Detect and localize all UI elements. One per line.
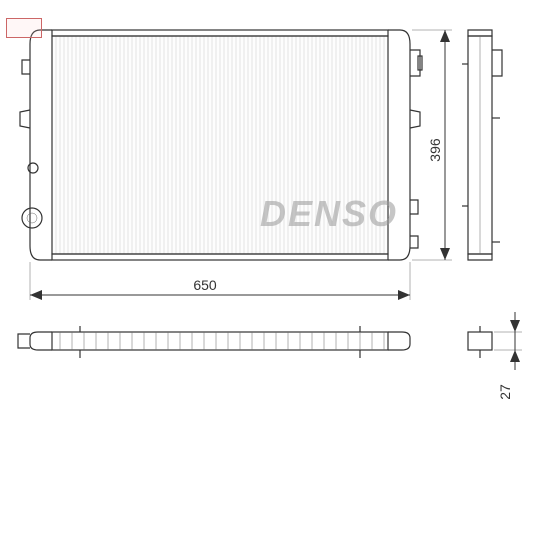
corner-badge xyxy=(6,18,42,38)
dimension-width: 650 xyxy=(30,262,410,300)
dim-depth-label: 27 xyxy=(497,384,513,400)
dim-width-label: 650 xyxy=(193,277,217,293)
top-view xyxy=(18,326,410,358)
side-view xyxy=(462,30,502,260)
technical-drawing: DENSO 650 396 xyxy=(0,0,540,540)
brand-watermark: DENSO xyxy=(260,193,398,234)
side-bottom-view xyxy=(468,326,492,358)
dim-height-label: 396 xyxy=(427,138,443,162)
left-tank xyxy=(20,30,52,260)
dimension-depth: 27 xyxy=(494,312,522,400)
front-view: DENSO xyxy=(20,30,422,260)
